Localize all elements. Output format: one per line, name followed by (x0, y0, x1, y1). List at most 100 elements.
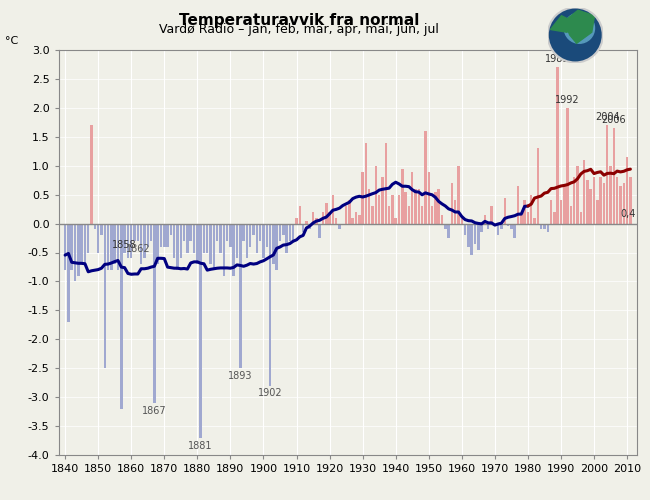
Bar (255, 224, 258, 252)
Bar (77, 224, 79, 276)
Bar (285, 224, 288, 252)
Bar (543, 224, 546, 230)
Bar (361, 172, 364, 224)
Bar (193, 224, 195, 252)
Bar (348, 200, 350, 224)
Bar (533, 218, 536, 224)
Bar (338, 224, 341, 230)
Bar (553, 212, 556, 224)
Bar (500, 224, 502, 230)
Text: 2004: 2004 (595, 112, 619, 122)
Bar (434, 192, 437, 224)
Bar (292, 224, 294, 241)
Bar (577, 166, 578, 224)
Bar (206, 224, 209, 252)
Bar (157, 224, 159, 264)
Bar (457, 166, 460, 224)
Bar (345, 206, 347, 224)
Bar (325, 204, 328, 224)
Bar (276, 224, 278, 270)
Bar (114, 224, 116, 264)
Bar (590, 189, 592, 224)
Text: 1881: 1881 (188, 440, 213, 450)
Bar (623, 183, 625, 224)
Bar (606, 125, 608, 224)
Bar (599, 178, 602, 224)
Text: 0,4: 0,4 (620, 209, 635, 219)
Bar (64, 224, 66, 270)
Bar (179, 224, 182, 258)
Bar (216, 224, 218, 241)
Bar (295, 218, 298, 224)
Bar (573, 178, 575, 224)
Bar (484, 215, 486, 224)
Bar (523, 200, 526, 224)
Bar (431, 206, 434, 224)
Polygon shape (551, 16, 573, 32)
Text: 2006: 2006 (601, 115, 626, 125)
Bar (246, 224, 248, 258)
Bar (252, 224, 255, 235)
Bar (596, 200, 599, 224)
Bar (471, 224, 473, 256)
Text: Vardø Radio – jan, feb, mar, apr, mai, jun, jul: Vardø Radio – jan, feb, mar, apr, mai, j… (159, 22, 439, 36)
Bar (335, 218, 337, 224)
Bar (140, 224, 142, 264)
Bar (222, 224, 225, 276)
Bar (219, 224, 222, 252)
Bar (391, 194, 394, 224)
Bar (616, 178, 618, 224)
Bar (352, 218, 354, 224)
Bar (461, 218, 463, 224)
Bar (322, 212, 324, 224)
Bar (84, 224, 86, 264)
Bar (233, 224, 235, 276)
Bar (381, 178, 384, 224)
Bar (203, 224, 205, 252)
Bar (124, 224, 126, 252)
Bar (428, 172, 430, 224)
Bar (583, 160, 586, 224)
Bar (540, 224, 542, 230)
Bar (306, 220, 307, 224)
Bar (103, 224, 106, 368)
Bar (414, 189, 417, 224)
Bar (629, 178, 632, 224)
Bar (388, 206, 390, 224)
Bar (143, 224, 146, 258)
Bar (332, 194, 334, 224)
Bar (368, 189, 370, 224)
Bar (421, 206, 423, 224)
Bar (130, 224, 133, 258)
Text: Temperaturavvik fra normal: Temperaturavvik fra normal (179, 12, 419, 28)
Bar (213, 224, 215, 270)
Bar (160, 224, 162, 246)
Bar (133, 224, 136, 241)
Bar (454, 200, 456, 224)
Bar (619, 186, 621, 224)
Bar (163, 224, 166, 246)
Circle shape (564, 13, 595, 44)
Bar (94, 224, 96, 230)
Bar (547, 224, 549, 232)
Bar (146, 224, 149, 246)
Bar (183, 224, 185, 241)
Bar (365, 142, 367, 224)
Bar (517, 186, 519, 224)
Bar (612, 128, 615, 224)
Bar (166, 224, 169, 246)
Bar (81, 224, 83, 264)
Text: 1862: 1862 (125, 244, 150, 254)
Bar (504, 198, 506, 224)
Text: °C: °C (5, 36, 18, 46)
Bar (563, 186, 566, 224)
Bar (566, 108, 569, 224)
Bar (209, 224, 212, 264)
Bar (226, 224, 228, 241)
Bar (437, 189, 440, 224)
Text: 1992: 1992 (555, 95, 580, 105)
Bar (417, 189, 420, 224)
Bar (70, 224, 73, 270)
Bar (510, 224, 513, 230)
Bar (626, 157, 629, 224)
